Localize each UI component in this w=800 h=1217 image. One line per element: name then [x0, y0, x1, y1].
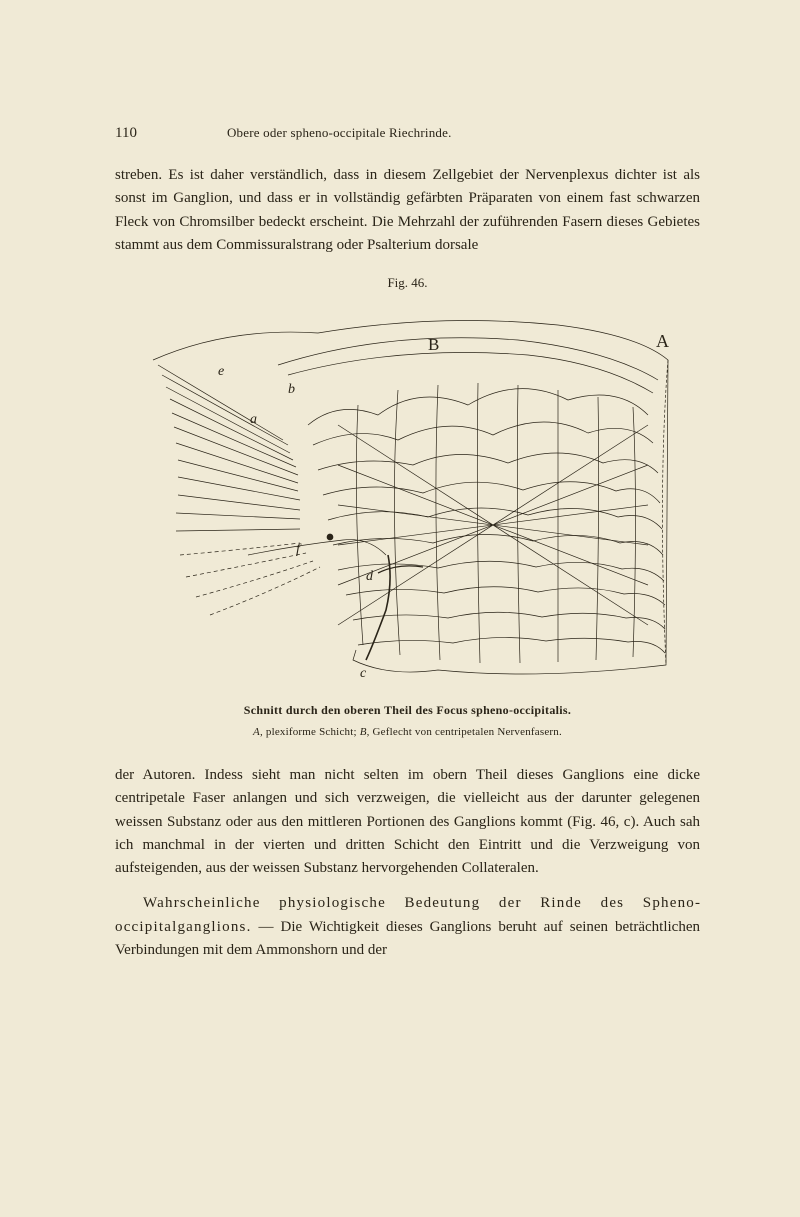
figure-caption-main: Schnitt durch den oberen Theil des Focus… [115, 703, 700, 718]
running-title: Obere oder spheno-occipitale Riechrinde. [227, 125, 452, 141]
caption-A-text: plexiforme Schicht; [266, 726, 360, 738]
caption-B-prefix: B, [360, 726, 373, 738]
page-content: 110 Obere oder spheno-occipitale Riechri… [0, 0, 800, 1034]
figure-label-c: c [360, 666, 367, 681]
figure-label-d: d [366, 569, 374, 584]
caption-A-prefix: A, [253, 726, 266, 738]
figure-label-a: a [250, 412, 257, 427]
figure-46: A B a b c d e f [138, 305, 678, 685]
figure-svg: A B a b c d e f [138, 305, 678, 685]
paragraph-3: Wahrscheinliche physiologische Bedeutung… [115, 892, 700, 962]
paragraph-1: streben. Es ist daher verständlich, dass… [115, 164, 700, 257]
figure-label-e: e [218, 364, 224, 379]
page-number: 110 [115, 125, 137, 142]
figure-label-B: B [428, 335, 439, 354]
paragraph-2: der Autoren. Indess sieht man nicht selt… [115, 764, 700, 880]
page-header: 110 Obere oder spheno-occipitale Riechri… [115, 125, 700, 142]
figure-label-b: b [288, 382, 295, 397]
figure-label: Fig. 46. [115, 275, 700, 291]
figure-label-f: f [296, 542, 302, 557]
caption-B-text: Geflecht von centripetalen Nervenfasern. [373, 726, 562, 738]
figure-caption-sub: A, plexiforme Schicht; B, Geflecht von c… [115, 726, 700, 738]
figure-label-A: A [656, 331, 669, 351]
